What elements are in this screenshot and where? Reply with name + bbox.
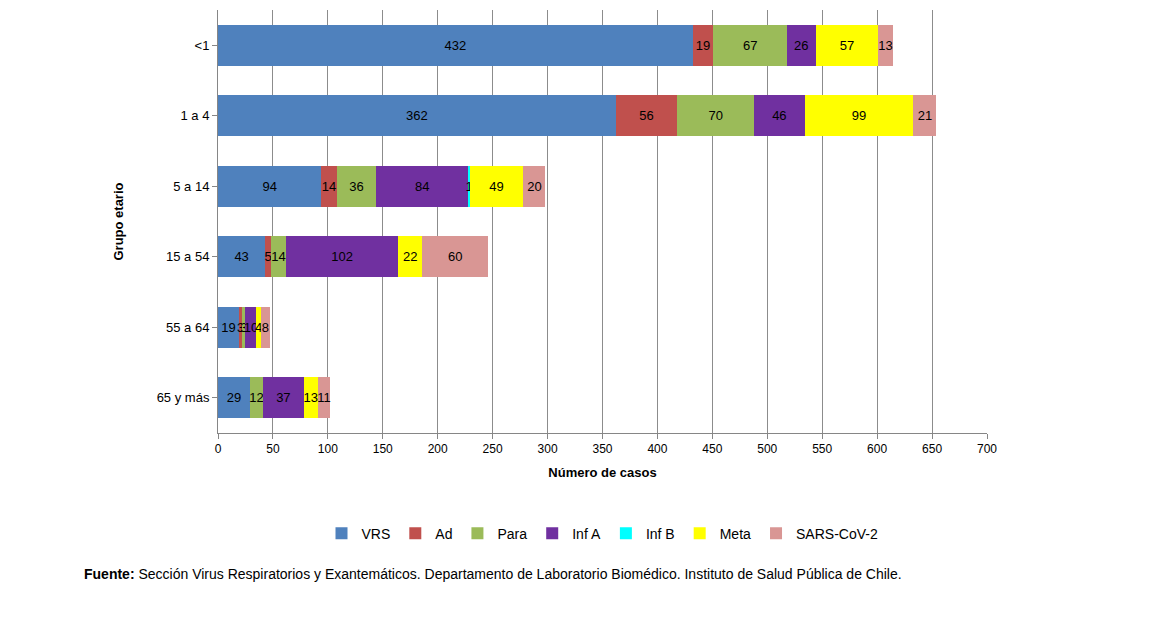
svg-text:1: 1	[465, 179, 472, 194]
svg-text:37: 37	[276, 390, 290, 405]
svg-text:100: 100	[318, 442, 338, 456]
svg-text:65 y más: 65 y más	[157, 390, 210, 405]
svg-text:67: 67	[743, 38, 757, 53]
svg-text:0: 0	[215, 442, 222, 456]
svg-text:250: 250	[483, 442, 503, 456]
svg-text:20: 20	[527, 179, 541, 194]
svg-text:1 a 4: 1 a 4	[180, 108, 209, 123]
svg-text:650: 650	[922, 442, 942, 456]
svg-text:55 a 64: 55 a 64	[166, 320, 209, 335]
svg-text:15 a 54: 15 a 54	[166, 249, 209, 264]
svg-text:19: 19	[221, 320, 235, 335]
svg-text:11: 11	[317, 390, 331, 405]
svg-text:3: 3	[237, 320, 244, 335]
svg-text:102: 102	[331, 249, 353, 264]
svg-text:29: 29	[227, 390, 241, 405]
svg-text:14: 14	[322, 179, 336, 194]
svg-text:22: 22	[403, 249, 417, 264]
svg-text:10: 10	[244, 320, 258, 335]
svg-text:36: 36	[349, 179, 363, 194]
svg-text:13: 13	[304, 390, 318, 405]
svg-text:600: 600	[867, 442, 887, 456]
svg-text:Inf A: Inf A	[572, 526, 601, 542]
svg-text:350: 350	[592, 442, 612, 456]
svg-text:4: 4	[255, 320, 262, 335]
svg-text:57: 57	[840, 38, 854, 53]
svg-text:8: 8	[262, 320, 269, 335]
svg-text:56: 56	[639, 108, 653, 123]
svg-text:300: 300	[538, 442, 558, 456]
svg-text:5: 5	[264, 249, 271, 264]
svg-text:432: 432	[444, 38, 466, 53]
svg-text:70: 70	[708, 108, 722, 123]
svg-text:200: 200	[428, 442, 448, 456]
svg-text:12: 12	[249, 390, 263, 405]
svg-text:550: 550	[812, 442, 832, 456]
svg-text:19: 19	[696, 38, 710, 53]
svg-text:362: 362	[406, 108, 428, 123]
svg-text:Grupo etario: Grupo etario	[111, 182, 126, 260]
svg-text:94: 94	[262, 179, 276, 194]
svg-text:49: 49	[489, 179, 503, 194]
svg-text:700: 700	[977, 442, 997, 456]
svg-text:Número de casos: Número de casos	[548, 465, 656, 480]
svg-text:14: 14	[271, 249, 285, 264]
svg-text:Para: Para	[497, 526, 527, 542]
html-text:Fuente: Sección Virus Respirat: Fuente: Sección Virus Respiratorios y Ex…	[84, 566, 902, 582]
svg-text:Inf B: Inf B	[646, 526, 675, 542]
svg-text:Meta: Meta	[720, 526, 751, 542]
svg-text:13: 13	[878, 38, 892, 53]
svg-text:500: 500	[757, 442, 777, 456]
svg-text:60: 60	[448, 249, 462, 264]
svg-text:5 a 14: 5 a 14	[173, 179, 209, 194]
svg-text:400: 400	[647, 442, 667, 456]
svg-text:84: 84	[415, 179, 429, 194]
svg-text:<1: <1	[195, 38, 210, 53]
svg-text:46: 46	[772, 108, 786, 123]
svg-text:3: 3	[240, 320, 247, 335]
svg-text:450: 450	[702, 442, 722, 456]
svg-text:150: 150	[373, 442, 393, 456]
svg-text:Ad: Ad	[435, 526, 452, 542]
svg-text:26: 26	[794, 38, 808, 53]
svg-text:99: 99	[852, 108, 866, 123]
svg-text:50: 50	[266, 442, 280, 456]
svg-text:43: 43	[234, 249, 248, 264]
svg-text:VRS: VRS	[362, 526, 391, 542]
svg-text:SARS-CoV-2: SARS-CoV-2	[796, 526, 878, 542]
svg-text:21: 21	[918, 108, 932, 123]
